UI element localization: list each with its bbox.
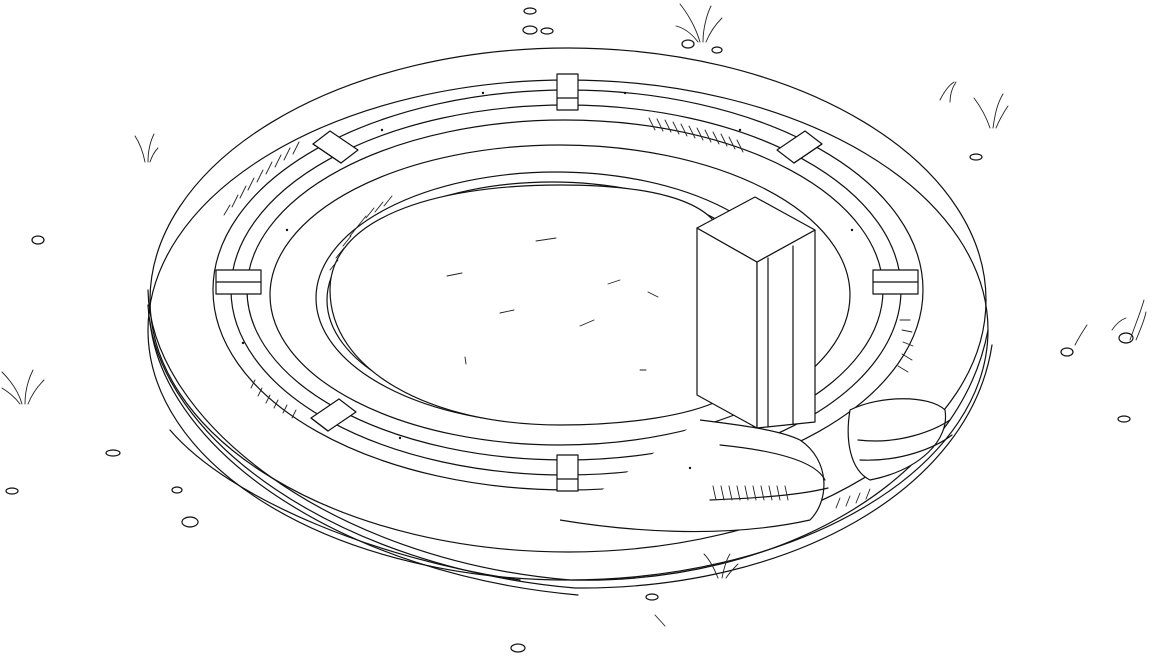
- marker-bottom-left: [310, 398, 357, 432]
- ground-details: [1, 3, 1147, 653]
- monolith: [696, 196, 816, 429]
- marker-left: [215, 269, 262, 295]
- marker-bottom: [556, 454, 579, 492]
- marker-top-left: [312, 130, 359, 164]
- arena-floor: [329, 184, 721, 426]
- ring-markers: [215, 73, 919, 492]
- slope-hatching: [223, 117, 914, 509]
- marker-top-right: [776, 130, 823, 164]
- entrance-terraces: [559, 398, 953, 533]
- marker-top: [556, 73, 579, 111]
- ring-dots: [241, 91, 854, 470]
- marker-right: [872, 269, 919, 295]
